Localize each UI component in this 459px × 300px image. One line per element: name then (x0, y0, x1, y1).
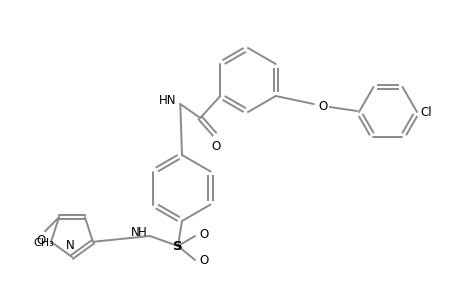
Text: O: O (199, 229, 208, 242)
Text: O: O (199, 254, 208, 266)
Text: O: O (211, 140, 220, 153)
Text: N: N (131, 226, 140, 239)
Text: S: S (173, 241, 182, 254)
Text: Cl: Cl (419, 106, 431, 118)
Text: H: H (138, 226, 147, 239)
Text: CH₃: CH₃ (34, 238, 54, 248)
Text: O: O (317, 100, 327, 113)
Text: N: N (66, 239, 74, 252)
Text: O: O (37, 234, 46, 247)
Text: HN: HN (158, 94, 176, 107)
